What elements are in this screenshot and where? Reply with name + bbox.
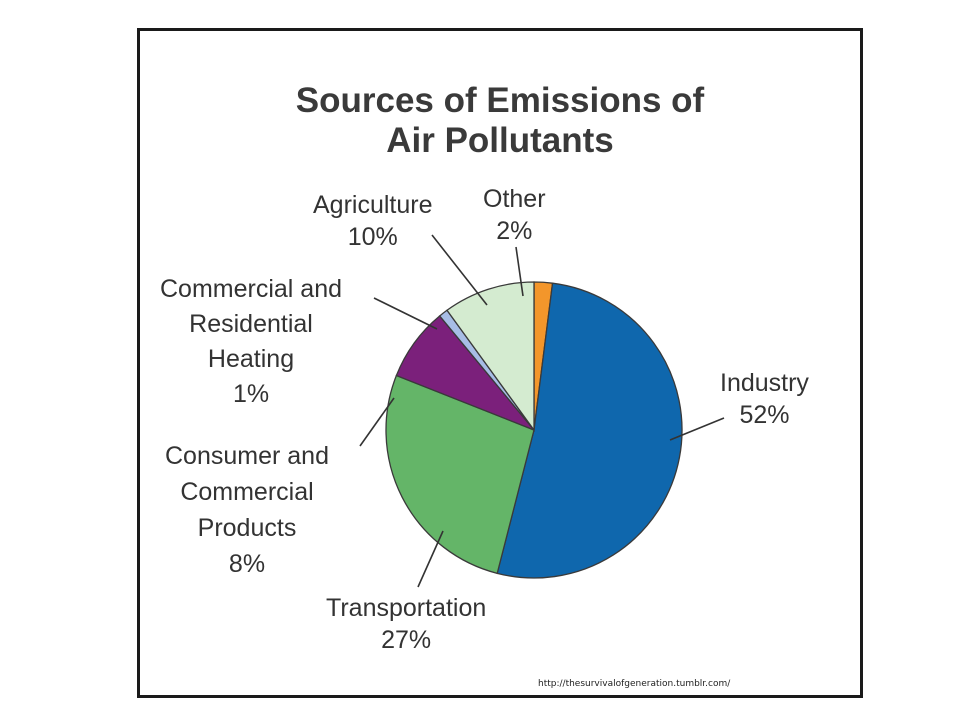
slice-label-consumer: Consumer and Commercial Products 8% (165, 438, 329, 582)
slice-label-other-percent: 2% (496, 217, 533, 245)
slice-label-industry: Industry 52% (720, 367, 809, 431)
slice-label-other-name: Other (483, 185, 546, 213)
leader-line-transportation (417, 530, 444, 588)
pie-slice-transportation (385, 374, 535, 575)
slice-label-transportation-percent: 27% (381, 626, 432, 654)
slice-label-transportation-name: Transportation (326, 594, 487, 622)
pie-slices (385, 281, 683, 579)
chart-title-line-1: Sources of Emissions of (295, 81, 705, 120)
chart-title-line-2: Air Pollutants (386, 121, 614, 160)
slice-label-consumer-line-1: Consumer and (165, 442, 329, 470)
pie-slice-industry (496, 282, 683, 579)
slice-label-consumer-line-3: Products (197, 514, 297, 542)
slice-label-other: Other 2% (483, 183, 546, 247)
leader-line-agriculture (431, 234, 488, 306)
leader-line-consumer (359, 397, 395, 447)
slice-label-industry-percent: 52% (739, 401, 790, 429)
leader-line-other (515, 246, 524, 297)
leader-lines (359, 234, 725, 588)
slice-label-heating-line-2: Residential (189, 310, 313, 338)
slice-label-transportation: Transportation 27% (326, 592, 486, 656)
slice-label-heating: Commercial and Residential Heating 1% (160, 272, 342, 412)
chart-title: Sources of Emissions of Air Pollutants (140, 81, 860, 161)
leader-line-heating (373, 297, 438, 330)
slice-label-agriculture: Agriculture 10% (313, 189, 433, 253)
leader-line-industry (669, 417, 725, 441)
slice-label-industry-name: Industry (720, 369, 809, 397)
slice-label-agriculture-name: Agriculture (313, 191, 433, 219)
source-url: http://thesurvivalofgeneration.tumblr.co… (538, 679, 731, 689)
slice-label-heating-line-3: Heating (207, 345, 295, 373)
pie-slice-agriculture (446, 281, 535, 433)
slice-label-agriculture-percent: 10% (347, 223, 398, 251)
slice-label-heating-percent: 1% (232, 380, 270, 408)
slice-label-heating-line-1: Commercial and (160, 275, 343, 303)
slice-label-consumer-line-2: Commercial (180, 478, 314, 506)
slice-label-consumer-percent: 8% (228, 550, 266, 578)
